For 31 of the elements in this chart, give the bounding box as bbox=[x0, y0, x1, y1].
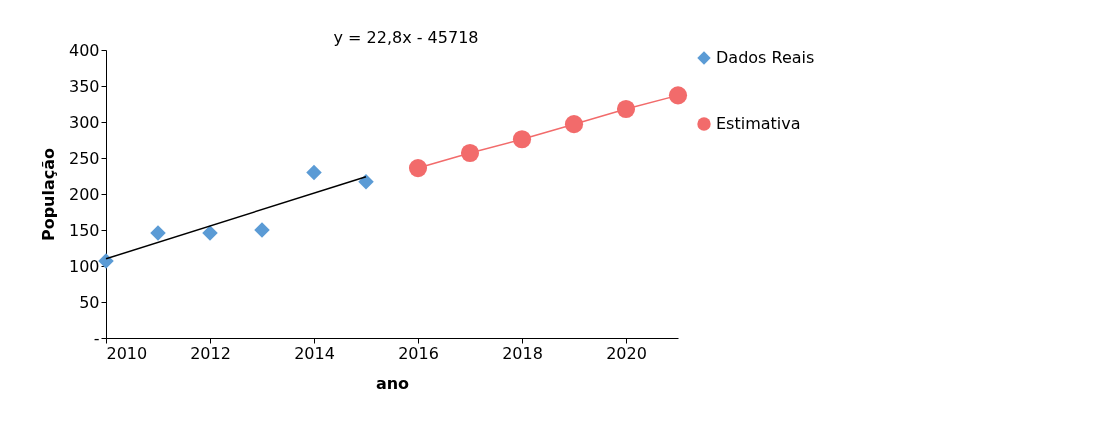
point bbox=[460, 143, 480, 163]
y-tick-label: 250 bbox=[68, 148, 100, 168]
point bbox=[616, 99, 636, 119]
x-tick-label: 2014 bbox=[294, 343, 335, 363]
x-tick-label: 2018 bbox=[502, 343, 543, 363]
y-tick-label: 100 bbox=[68, 256, 100, 276]
point bbox=[564, 115, 584, 134]
point bbox=[306, 164, 322, 181]
x-tick-label: 2010 bbox=[106, 343, 148, 363]
point bbox=[202, 225, 218, 241]
point bbox=[254, 222, 270, 238]
y-tick-label: 200 bbox=[68, 184, 100, 204]
text: y = 22,8x - 45718 bbox=[333, 28, 479, 47]
y-tick-label: - bbox=[93, 328, 100, 348]
x-tick-label: 2012 bbox=[190, 343, 231, 363]
x-tick-label: 2016 bbox=[398, 343, 439, 363]
point bbox=[512, 130, 532, 149]
point bbox=[408, 159, 428, 178]
legend-label: Estimativa bbox=[716, 114, 801, 133]
x-axis-title: ano bbox=[375, 373, 410, 393]
y-tick-label: 300 bbox=[68, 112, 100, 132]
point bbox=[150, 225, 166, 241]
y-axis-title: População bbox=[38, 147, 58, 242]
y-tick-label: 350 bbox=[68, 76, 100, 96]
point bbox=[668, 86, 688, 105]
legend-label: Dados Reais bbox=[716, 48, 815, 67]
x-tick-label: 2020 bbox=[606, 343, 647, 363]
y-tick-label: 150 bbox=[68, 220, 100, 240]
point bbox=[98, 253, 114, 269]
y-tick-label: 400 bbox=[68, 40, 100, 60]
y-tick-label: 50 bbox=[79, 292, 100, 312]
